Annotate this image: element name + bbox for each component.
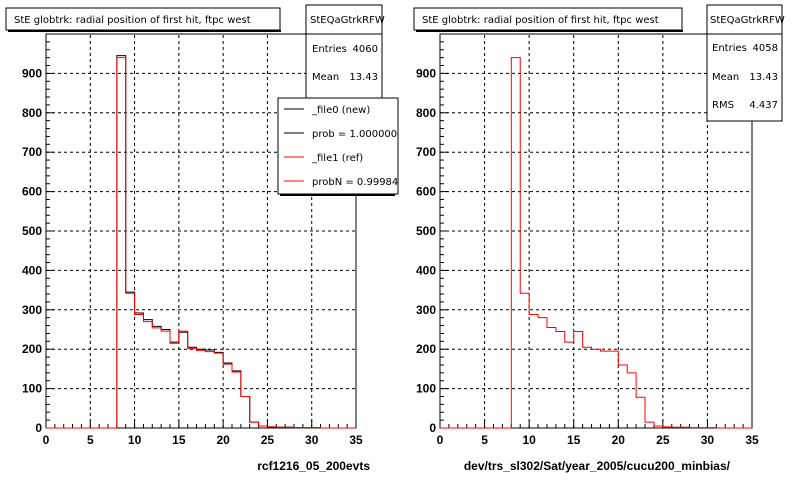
right-y-tick-label: 700 xyxy=(416,145,436,159)
right-x-tick-label: 30 xyxy=(701,433,715,447)
left-y-tick-label: 300 xyxy=(22,303,42,317)
left-series-1-step-line xyxy=(46,57,356,429)
right-x-tick-label: 0 xyxy=(437,433,444,447)
right-stats-rms-label: RMS xyxy=(712,100,734,111)
left-y-tick-label: 100 xyxy=(22,382,42,396)
left-y-tick-label: 400 xyxy=(22,263,42,277)
left-x-tick-label: 20 xyxy=(216,433,230,447)
right-y-tick-label: 400 xyxy=(416,263,436,277)
left-title: StE globtrk: radial position of first hi… xyxy=(14,15,251,26)
right-histogram-series xyxy=(440,57,752,429)
right-x-tick-label: 20 xyxy=(612,433,626,447)
left-x-tick-label: 0 xyxy=(43,433,50,447)
left-y-tick-label: 0 xyxy=(35,421,42,435)
left-axes: 0 100 200 300 400 500 600 700 800 900 0 5 10 15 20 25 30… xyxy=(22,33,363,447)
left-legend-box xyxy=(277,97,399,195)
left-y-tick-label: 900 xyxy=(22,66,42,80)
left-x-axis-label: rcf1216_05_200evts xyxy=(257,459,370,473)
right-grid xyxy=(440,34,752,428)
right-x-tick-label: 15 xyxy=(567,433,581,447)
right-series-0-step-line xyxy=(440,57,752,429)
right-axes: 0 100 200 300 400 500 600 700 800 900 0 5 10 15 20 25 30… xyxy=(416,33,759,447)
right-x-tick-label: 5 xyxy=(481,433,488,447)
right-stats-mean-value: 13.43 xyxy=(749,72,778,83)
right-y-tick-label: 600 xyxy=(416,185,436,199)
left-y-tick-label: 600 xyxy=(22,185,42,199)
right-y-tick-label: 500 xyxy=(416,224,436,238)
right-x-tick-label: 10 xyxy=(522,433,536,447)
left-y-tick-label: 500 xyxy=(22,224,42,238)
left-x-tick-label: 35 xyxy=(349,433,363,447)
left-x-tick-label: 10 xyxy=(128,433,142,447)
right-y-tick-label: 800 xyxy=(416,106,436,120)
left-stats-mean-label: Mean xyxy=(312,72,339,83)
right-x-axis-label: dev/trs_sl302/Sat/year_2005/cucu200_minb… xyxy=(464,459,731,473)
right-y-tick-label: 200 xyxy=(416,342,436,356)
left-y-tick-label: 800 xyxy=(22,106,42,120)
legend-entry-file0: _file0 (new) xyxy=(311,105,370,116)
right-x-tick-label: 35 xyxy=(745,433,759,447)
right-stats-entries-value: 4058 xyxy=(753,43,778,54)
left-x-tick-label: 30 xyxy=(305,433,319,447)
right-y-tick-label: 300 xyxy=(416,303,436,317)
right-histogram-panel: StE globtrk: radial position of first hi… xyxy=(413,4,785,473)
left-x-tick-label: 15 xyxy=(172,433,186,447)
right-stats-mean-label: Mean xyxy=(712,72,739,83)
left-stats-mean-value: 13.43 xyxy=(349,72,378,83)
legend-entry-prob: prob = 1.000000 xyxy=(312,129,397,140)
left-stats-name: StEQaGtrkRFW xyxy=(310,15,385,26)
right-stats-rms-value: 4.437 xyxy=(749,100,778,111)
right-stats-box xyxy=(706,4,783,122)
right-y-tick-label: 100 xyxy=(416,382,436,396)
left-histogram-panel: StE globtrk: radial position of first hi… xyxy=(5,4,399,473)
left-stats-entries-label: Entries xyxy=(312,44,347,55)
legend-entry-file1: _file1 (ref) xyxy=(311,153,363,164)
left-stats-entries-value: 4060 xyxy=(353,44,378,55)
right-stats-name: StEQaGtrkRFW xyxy=(710,15,785,26)
right-y-tick-label: 0 xyxy=(429,421,436,435)
left-x-tick-label: 5 xyxy=(87,433,94,447)
left-y-tick-label: 700 xyxy=(22,145,42,159)
left-x-tick-label: 25 xyxy=(261,433,275,447)
right-stats-entries-label: Entries xyxy=(712,43,747,54)
left-histogram-series xyxy=(46,55,356,429)
right-title: StE globtrk: radial position of first hi… xyxy=(422,15,659,26)
left-y-tick-label: 200 xyxy=(22,342,42,356)
right-x-tick-label: 25 xyxy=(656,433,670,447)
legend-entry-probn: probN = 0.99984 xyxy=(312,177,398,188)
right-y-tick-label: 900 xyxy=(416,66,436,80)
